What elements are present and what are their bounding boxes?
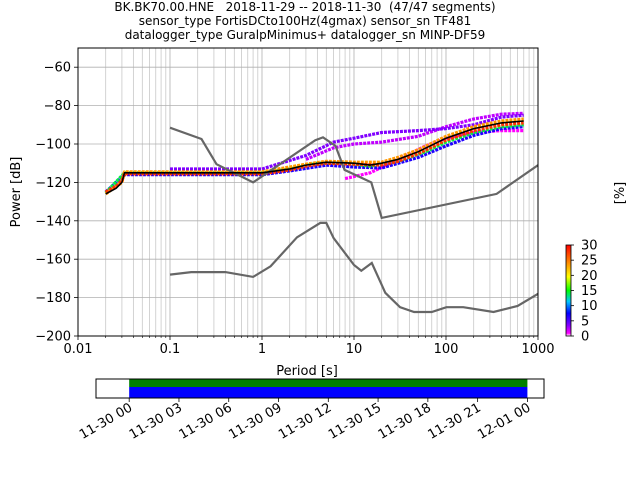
time-axis-frame [95,378,545,399]
colorbar-tick-label: 0 [581,330,589,345]
plot-frame [77,47,539,337]
data-coverage-bar [129,379,528,387]
colorbar-tick-label: 25 [581,254,598,269]
y-tick-label: −120 [35,176,71,191]
time-tick-label: 11-30 00 [77,400,135,442]
y-tick-label: −160 [35,253,71,268]
y-tick-label: −180 [35,291,71,306]
y-tick-label: −60 [44,61,71,76]
time-tick-label: 11-30 09 [226,400,284,442]
colorbar-tick-label: 5 [581,314,589,329]
colorbar-tick-label: 30 [581,239,598,254]
colorbar-tick-label: 15 [581,284,598,299]
x-tick-label: 1 [258,342,266,357]
density-ridge [104,117,524,196]
time-tick-label: 11-30 21 [426,400,484,442]
time-tick-label: 11-30 06 [177,400,235,442]
y-tick-label: −200 [35,330,71,345]
time-tick-label: 11-30 18 [376,400,434,442]
time-tick-label: 11-30 03 [127,400,185,442]
colorbar [565,244,572,337]
new-high-noise-model [169,126,538,220]
x-tick-label: 1000 [521,342,554,357]
colorbar-label: [%] [613,182,628,205]
density-ridge [170,113,524,171]
y-tick-label: −100 [35,138,71,153]
chart-title-line-1: BK.BK70.00.HNE 2018-11-29 -- 2018-11-30 … [114,0,496,14]
colorbar-tick-label: 20 [581,269,598,284]
x-tick-label: 10 [346,342,363,357]
density-ridge [344,129,524,181]
x-axis-label: Period [s] [276,364,338,379]
chart-title-line-2: sensor_type FortisDCto100Hz(4gmax) senso… [138,14,472,28]
density-ridge [305,111,524,161]
mean-curve [105,120,524,195]
data-availability-bar [129,387,528,398]
y-tick-label: −140 [35,214,71,229]
time-tick-label: 12-01 00 [475,400,533,442]
y-axis-label: Power [dB] [9,157,24,228]
time-tick-label: 11-30 12 [276,400,334,442]
y-tick-label: −80 [44,99,71,114]
chart-title-line-3: datalogger_type GuralpMinimus+ datalogge… [124,28,486,42]
time-tick-label: 11-30 15 [326,400,384,442]
x-tick-label: 100 [434,342,459,357]
x-tick-label: 0.01 [64,342,93,357]
x-tick-label: 0.1 [160,342,181,357]
new-low-noise-model [169,221,538,314]
colorbar-tick-label: 10 [581,299,598,314]
